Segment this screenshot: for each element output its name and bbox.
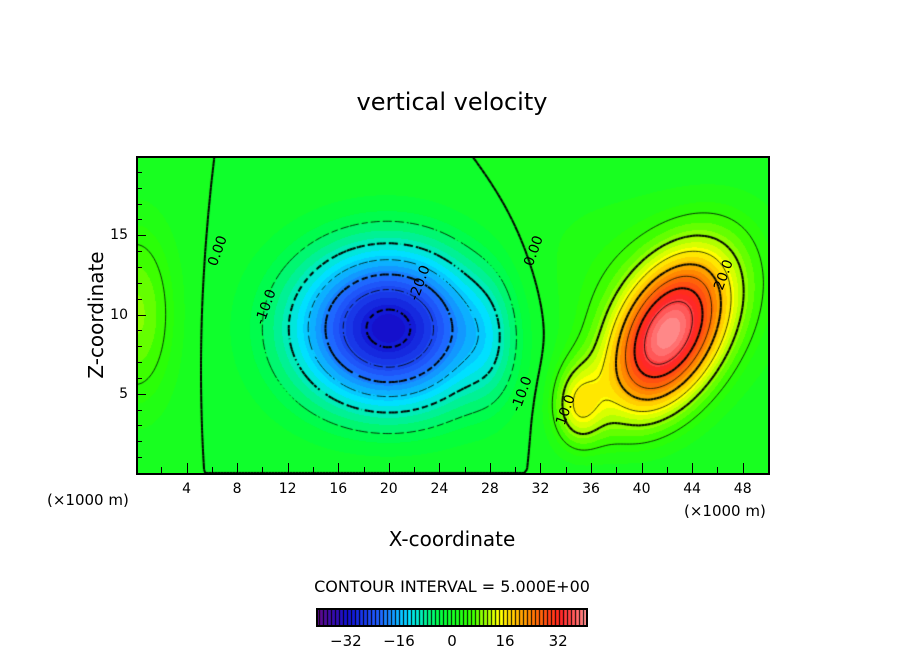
y-tick-label: 5 <box>119 385 128 402</box>
y-tick-label: 10 <box>110 306 128 323</box>
x-tick-mark <box>439 463 441 473</box>
x-tick-mark <box>692 463 694 473</box>
y-tick-mark <box>136 314 146 316</box>
colorbar <box>316 608 588 627</box>
x-tick-mark <box>591 463 593 473</box>
x-tick-label: 48 <box>733 481 752 497</box>
y-tick-mark <box>136 235 146 237</box>
y-tick-mark <box>136 171 142 173</box>
x-tick-mark <box>742 463 744 473</box>
x-tick-mark <box>515 467 517 473</box>
x-tick-mark <box>641 463 643 473</box>
y-tick-mark <box>136 282 142 284</box>
y-tick-mark <box>136 346 142 348</box>
contour-lines <box>136 156 768 473</box>
y-tick-mark <box>136 425 142 427</box>
x-tick-label: 36 <box>582 481 600 497</box>
y-tick-mark <box>136 393 146 395</box>
colorbar-tick-label: 0 <box>447 632 457 650</box>
x-tick-mark <box>414 467 416 473</box>
colorbar-frame <box>316 608 588 627</box>
y-tick-mark <box>136 251 142 253</box>
x-unit-label-right: (×1000 m) <box>684 502 766 520</box>
y-tick-label: 15 <box>110 227 128 244</box>
x-tick-mark <box>338 463 340 473</box>
plot-frame <box>136 156 770 475</box>
y-tick-mark <box>136 457 142 459</box>
x-tick-mark <box>464 467 466 473</box>
x-tick-label: 4 <box>182 481 192 497</box>
x-tick-mark <box>161 467 163 473</box>
x-tick-mark <box>717 467 719 473</box>
y-tick-mark <box>136 441 142 443</box>
x-tick-label: 44 <box>683 481 702 497</box>
x-unit-label: (×1000 m) <box>47 491 129 509</box>
x-tick-mark <box>540 463 542 473</box>
x-tick-mark <box>565 467 567 473</box>
x-tick-mark <box>489 463 491 473</box>
x-tick-mark <box>666 467 668 473</box>
x-tick-mark <box>388 463 390 473</box>
x-tick-label: 28 <box>480 481 499 497</box>
y-tick-mark <box>136 362 142 364</box>
y-tick-mark <box>136 203 142 205</box>
y-tick-mark <box>136 377 142 379</box>
contour-interval-text: CONTOUR INTERVAL = 5.000E+00 <box>314 577 590 596</box>
x-tick-mark <box>186 463 188 473</box>
y-tick-mark <box>136 219 142 221</box>
plot-area: 0.00 -10.0 -20.0 -10.0 0.00 10.0 20.0 <box>136 156 770 475</box>
x-tick-mark <box>287 463 289 473</box>
y-tick-mark <box>136 409 142 411</box>
x-tick-label: 24 <box>430 481 449 497</box>
x-tick-mark <box>616 467 618 473</box>
x-tick-label: 16 <box>329 481 348 497</box>
y-tick-mark <box>136 298 142 300</box>
x-tick-label: 12 <box>278 481 297 497</box>
x-tick-label: 8 <box>232 481 242 497</box>
x-tick-label: 32 <box>531 481 550 497</box>
colorbar-tick-label: 16 <box>495 632 515 650</box>
y-tick-mark <box>136 266 142 268</box>
colorbar-tick-label: 32 <box>548 632 568 650</box>
y-tick-mark <box>136 330 142 332</box>
y-tick-mark <box>136 187 142 189</box>
x-tick-mark <box>262 467 264 473</box>
x-tick-mark <box>363 467 365 473</box>
colorbar-tick-label: −32 <box>330 632 362 650</box>
x-tick-mark <box>312 467 314 473</box>
x-tick-mark <box>211 467 213 473</box>
colorbar-tick-label: −16 <box>383 632 415 650</box>
x-tick-mark <box>237 463 239 473</box>
chart-title: vertical velocity <box>356 88 548 116</box>
colorbar-gradient <box>316 608 588 627</box>
x-tick-label: 40 <box>632 481 651 497</box>
x-axis-label: X-coordinate <box>388 527 516 551</box>
y-axis-label: Z-coordinate <box>84 251 108 379</box>
x-tick-label: 20 <box>379 481 398 497</box>
